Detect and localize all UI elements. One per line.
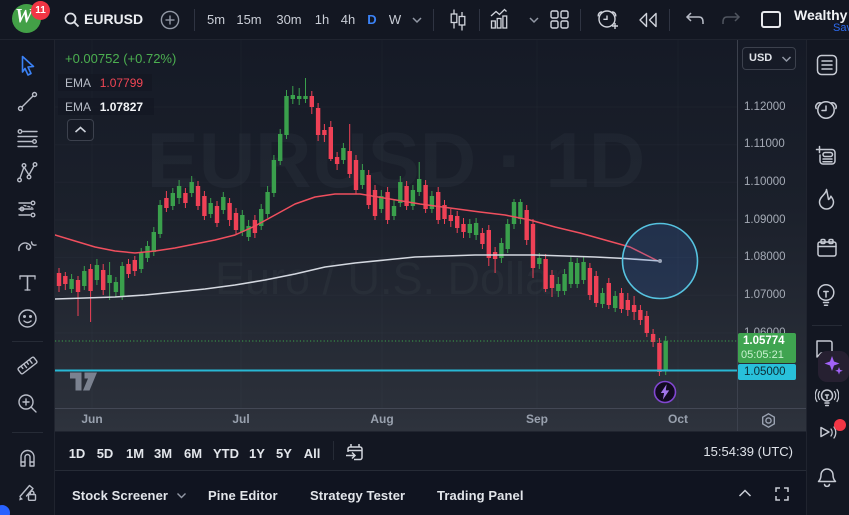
svg-text:EURUSD · 1D: EURUSD · 1D	[147, 116, 645, 204]
svg-text:Euro / U.S. Dollar: Euro / U.S. Dollar	[215, 253, 565, 304]
